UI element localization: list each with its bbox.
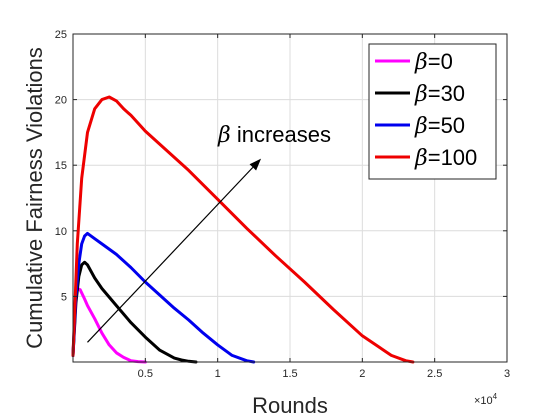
axis-ticks	[73, 33, 508, 362]
legend-label: β=30	[414, 81, 465, 107]
annotation: β increases	[87, 122, 331, 343]
legend-value: =30	[428, 81, 465, 106]
x-tick-label: 1.5	[282, 368, 297, 380]
legend-symbol: β	[414, 146, 428, 171]
legend-label: β=50	[414, 113, 465, 139]
legend-value: =100	[428, 145, 478, 170]
x-tick-label: 0.5	[138, 368, 153, 380]
annotation-text: increases	[231, 122, 331, 147]
x-tick-label: 2.5	[427, 368, 442, 380]
y-tick-label: 15	[55, 160, 67, 172]
legend-symbol: β	[414, 114, 428, 139]
legend: β=0β=30β=50β=100	[368, 43, 497, 180]
x-tick-label: 1	[215, 368, 221, 380]
y-tick-label: 25	[55, 29, 67, 41]
y-tick-label: 20	[55, 95, 67, 107]
x-tick-label: 2	[359, 368, 365, 380]
legend-label: β=0	[414, 49, 453, 75]
series-line-2	[71, 231, 256, 364]
series-line-3	[71, 95, 415, 364]
legend-value: =0	[428, 49, 453, 74]
legend-label: β=100	[414, 145, 477, 171]
y-tick-labels: 5 10 15 20 25	[55, 29, 67, 303]
series-layer	[71, 95, 415, 364]
x-multiplier-exp: 4	[493, 392, 498, 401]
annotation-arrow-head	[249, 158, 262, 171]
y-axis-title: Cumulative Fairness Violations	[22, 47, 47, 349]
x-tick-label: 3	[504, 368, 510, 380]
legend-symbol: β	[414, 82, 428, 107]
y-tick-label: 5	[61, 291, 67, 303]
annotation-label: β increases	[217, 122, 331, 148]
annotation-symbol: β	[217, 123, 231, 148]
series-line-1	[71, 260, 198, 364]
annotation-arrow-line	[87, 166, 254, 343]
x-multiplier-base: ×10	[474, 395, 493, 407]
legend-symbol: β	[414, 50, 428, 75]
y-tick-label: 10	[55, 226, 67, 238]
legend-value: =50	[428, 113, 465, 138]
x-multiplier: ×104	[474, 392, 498, 407]
x-tick-labels: 0.5 1 1.5 2 2.5 3	[138, 368, 510, 380]
x-axis-title: Rounds	[252, 393, 328, 418]
